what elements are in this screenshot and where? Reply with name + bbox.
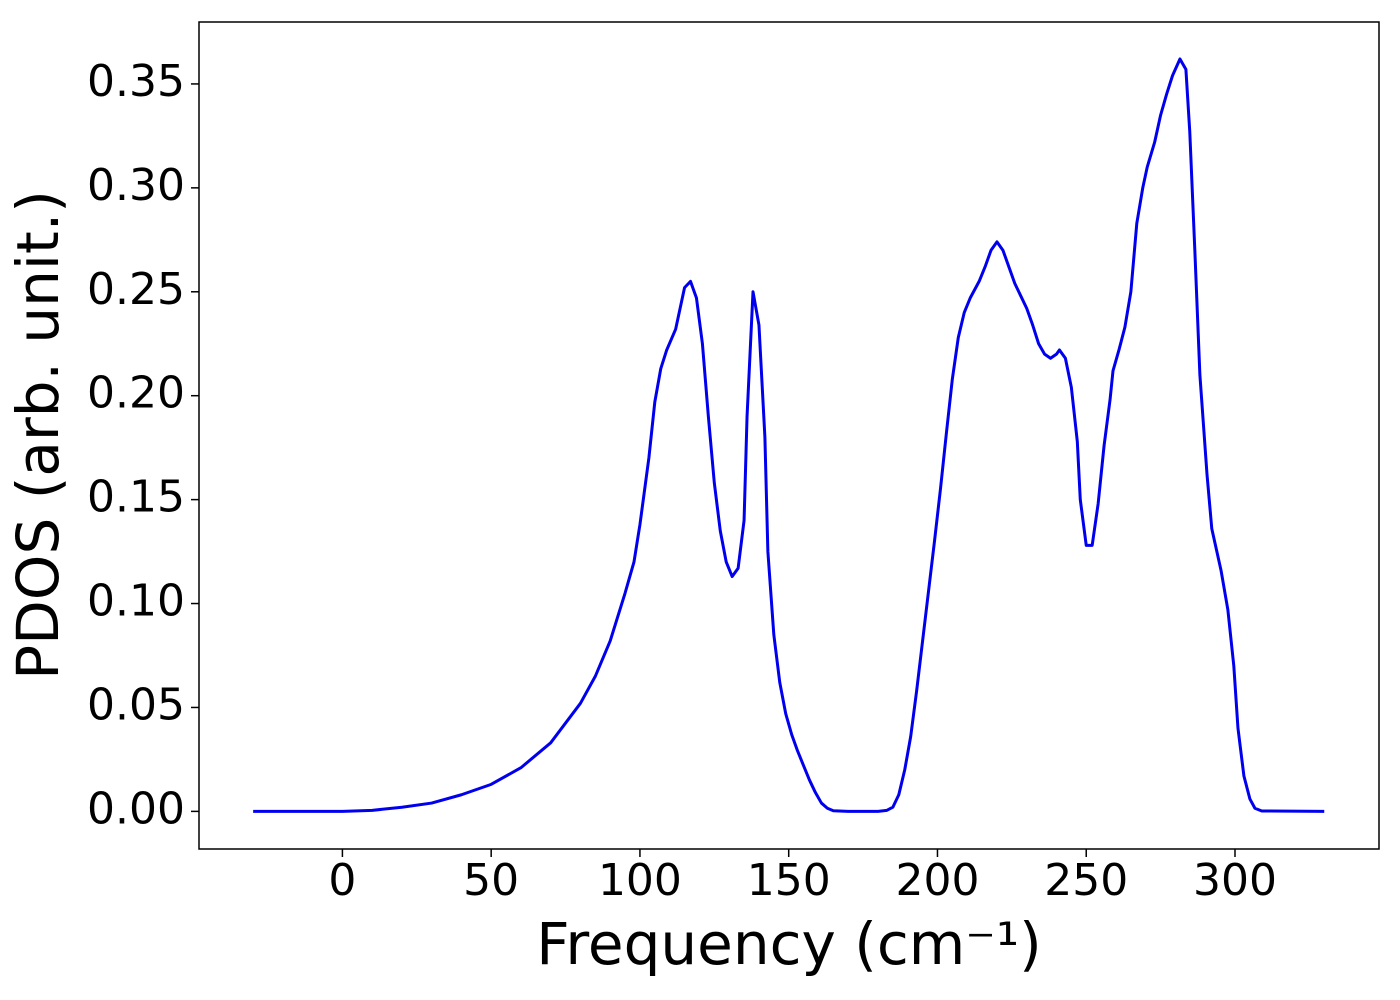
y-tick-label: 0.30 (87, 160, 185, 211)
y-tick-label: 0.35 (87, 56, 185, 107)
x-tick-label: 150 (747, 855, 831, 906)
x-tick-label: 300 (1193, 855, 1277, 906)
y-tick-label: 0.00 (87, 783, 185, 834)
y-tick-label: 0.10 (87, 576, 185, 627)
x-axis-label: Frequency (cm⁻¹) (536, 910, 1042, 978)
x-tick-label: 100 (598, 855, 682, 906)
x-tick-label: 250 (1044, 855, 1128, 906)
y-tick-label: 0.05 (87, 679, 185, 730)
y-tick-label: 0.25 (87, 264, 185, 315)
x-tick-label: 50 (463, 855, 519, 906)
x-tick-label: 0 (328, 855, 356, 906)
y-tick-label: 0.15 (87, 472, 185, 523)
x-tick-label: 200 (895, 855, 979, 906)
y-tick-label: 0.20 (87, 368, 185, 419)
data-line (253, 57, 1325, 813)
y-axis-label: PDOS (arb. unit.) (4, 190, 72, 680)
